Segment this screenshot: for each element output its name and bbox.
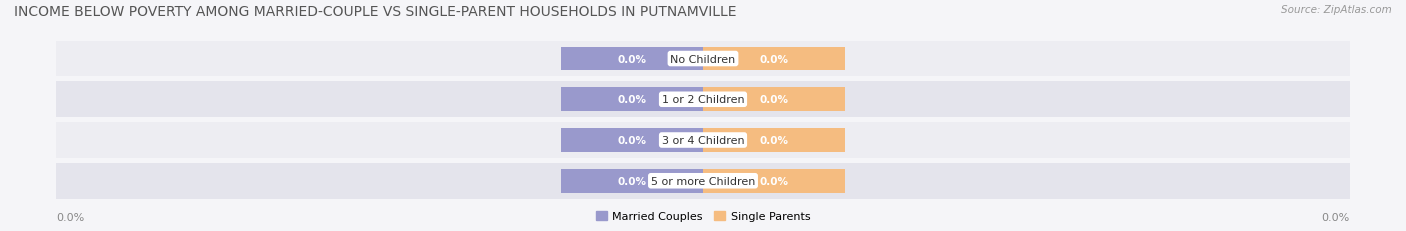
Bar	[703, 169, 845, 193]
Text: 1 or 2 Children: 1 or 2 Children	[662, 95, 744, 105]
Legend: Married Couples, Single Parents: Married Couples, Single Parents	[592, 206, 814, 225]
Text: 0.0%: 0.0%	[759, 176, 789, 186]
Bar	[56, 82, 1350, 118]
Bar	[703, 48, 845, 71]
Text: No Children: No Children	[671, 54, 735, 64]
Text: 0.0%: 0.0%	[617, 95, 647, 105]
Bar	[561, 48, 703, 71]
Text: 5 or more Children: 5 or more Children	[651, 176, 755, 186]
Text: 0.0%: 0.0%	[617, 176, 647, 186]
Text: 0.0%: 0.0%	[759, 95, 789, 105]
Bar	[56, 163, 1350, 199]
Text: 0.0%: 0.0%	[56, 212, 84, 222]
Bar	[561, 129, 703, 152]
Text: Source: ZipAtlas.com: Source: ZipAtlas.com	[1281, 5, 1392, 15]
Text: 0.0%: 0.0%	[759, 54, 789, 64]
Bar	[561, 88, 703, 112]
Bar	[561, 169, 703, 193]
Text: 0.0%: 0.0%	[759, 135, 789, 145]
Text: 0.0%: 0.0%	[1322, 212, 1350, 222]
Bar	[56, 123, 1350, 158]
Bar	[703, 129, 845, 152]
Bar	[703, 88, 845, 112]
Text: 3 or 4 Children: 3 or 4 Children	[662, 135, 744, 145]
Text: 0.0%: 0.0%	[617, 135, 647, 145]
Text: INCOME BELOW POVERTY AMONG MARRIED-COUPLE VS SINGLE-PARENT HOUSEHOLDS IN PUTNAMV: INCOME BELOW POVERTY AMONG MARRIED-COUPL…	[14, 5, 737, 18]
Bar	[56, 41, 1350, 77]
Text: 0.0%: 0.0%	[617, 54, 647, 64]
